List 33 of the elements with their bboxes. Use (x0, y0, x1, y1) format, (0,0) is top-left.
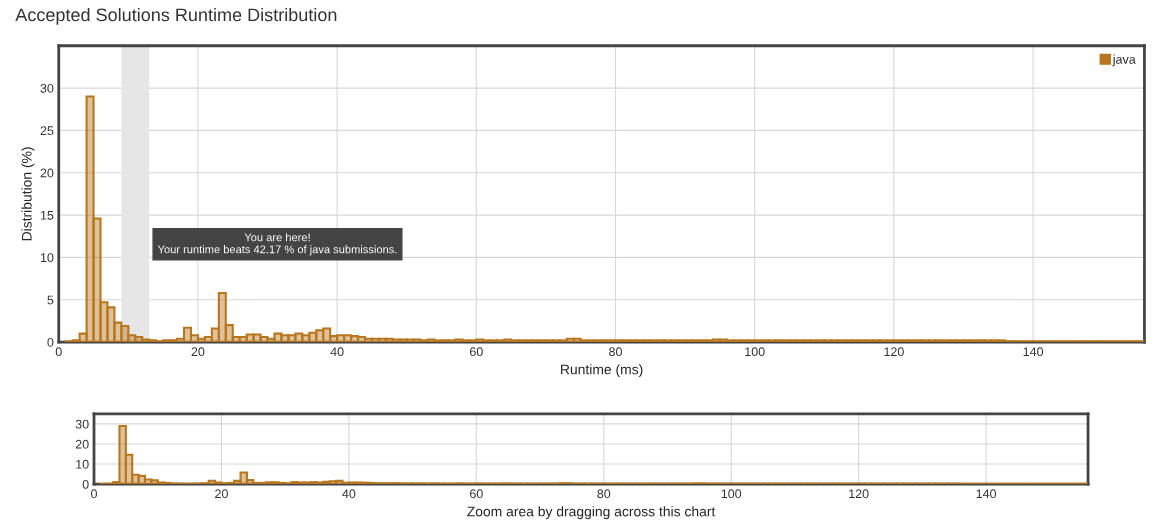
y-tick-label: 10 (40, 253, 54, 263)
y-tick-label: 30 (75, 419, 89, 429)
x-tick-label: 0 (55, 347, 62, 357)
legend-label: java (1112, 54, 1136, 67)
x-tick-label: 40 (330, 347, 344, 357)
y-tick-label: 0 (82, 479, 89, 489)
x-tick-label: 100 (745, 347, 765, 357)
x-tick-label: 120 (884, 347, 904, 357)
x-tick-label: 40 (342, 489, 356, 499)
x-axis-title: Zoom area by dragging across this chart (467, 506, 716, 520)
x-tick-label: 0 (91, 489, 97, 499)
annotation: You are here! Your runtime beats 42.17 % of java submissions. (157, 233, 397, 256)
y-axis-title: Distribution (%) (21, 147, 35, 241)
x-tick-label: 80 (609, 347, 622, 357)
x-axis-title: Runtime (ms) (561, 364, 643, 378)
y-tick-label: 15 (40, 211, 54, 220)
y-tick-label: 20 (40, 168, 54, 178)
x-tick-label: 120 (849, 489, 869, 499)
y-tick-label: 5 (47, 295, 54, 305)
x-tick-label: 20 (191, 347, 205, 357)
y-tick-label: 30 (40, 83, 54, 93)
x-tick-label: 100 (721, 489, 742, 499)
x-tick-label: 60 (470, 489, 483, 499)
y-tick-label: 25 (40, 126, 54, 136)
x-tick-label: 80 (597, 489, 611, 499)
y-tick-label: 20 (75, 439, 89, 449)
chart-title: Accepted Solutions Runtime Distribution (15, 7, 337, 25)
y-tick-label: 10 (76, 459, 89, 469)
x-tick-label: 20 (215, 489, 228, 499)
x-tick-label: 60 (470, 347, 483, 357)
x-tick-label: 140 (1023, 347, 1044, 357)
y-tick-label: 0 (47, 337, 54, 347)
x-tick-label: 140 (976, 489, 997, 499)
